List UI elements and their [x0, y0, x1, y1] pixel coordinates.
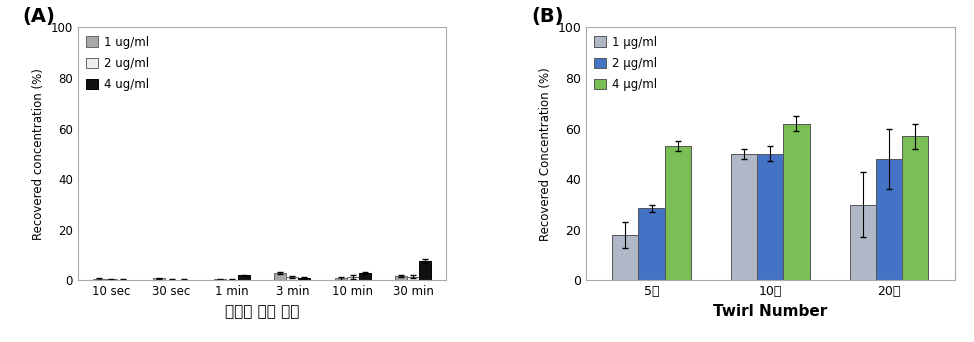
Bar [902, 136, 928, 280]
Legend: 1 ug/ml, 2 ug/ml, 4 ug/ml: 1 ug/ml, 2 ug/ml, 4 ug/ml [84, 33, 151, 93]
Bar [358, 273, 371, 280]
Bar [105, 279, 117, 280]
Bar [298, 278, 311, 280]
Bar [213, 279, 226, 280]
Bar [758, 154, 783, 280]
Bar [274, 273, 286, 280]
Bar [731, 154, 758, 280]
Bar [783, 123, 809, 280]
Text: (B): (B) [531, 7, 563, 26]
Text: (A): (A) [22, 7, 56, 26]
Bar [238, 275, 250, 280]
X-axis label: 자발적 추출 시간: 자발적 추출 시간 [225, 304, 299, 319]
Bar [394, 276, 407, 280]
Legend: 1 μg/ml, 2 μg/ml, 4 μg/ml: 1 μg/ml, 2 μg/ml, 4 μg/ml [592, 33, 659, 93]
Bar [664, 146, 691, 280]
Bar [850, 205, 876, 280]
Y-axis label: Recovered Concentration (%): Recovered Concentration (%) [539, 67, 552, 241]
Bar [639, 208, 664, 280]
Bar [419, 261, 431, 280]
Bar [347, 277, 358, 280]
Bar [876, 159, 902, 280]
Y-axis label: Recovered concentration (%): Recovered concentration (%) [32, 68, 45, 240]
Bar [153, 278, 166, 280]
Bar [286, 277, 298, 280]
Bar [407, 277, 419, 280]
X-axis label: Twirl Number: Twirl Number [713, 304, 828, 319]
Bar [334, 278, 347, 280]
Bar [613, 235, 639, 280]
Bar [93, 279, 105, 280]
